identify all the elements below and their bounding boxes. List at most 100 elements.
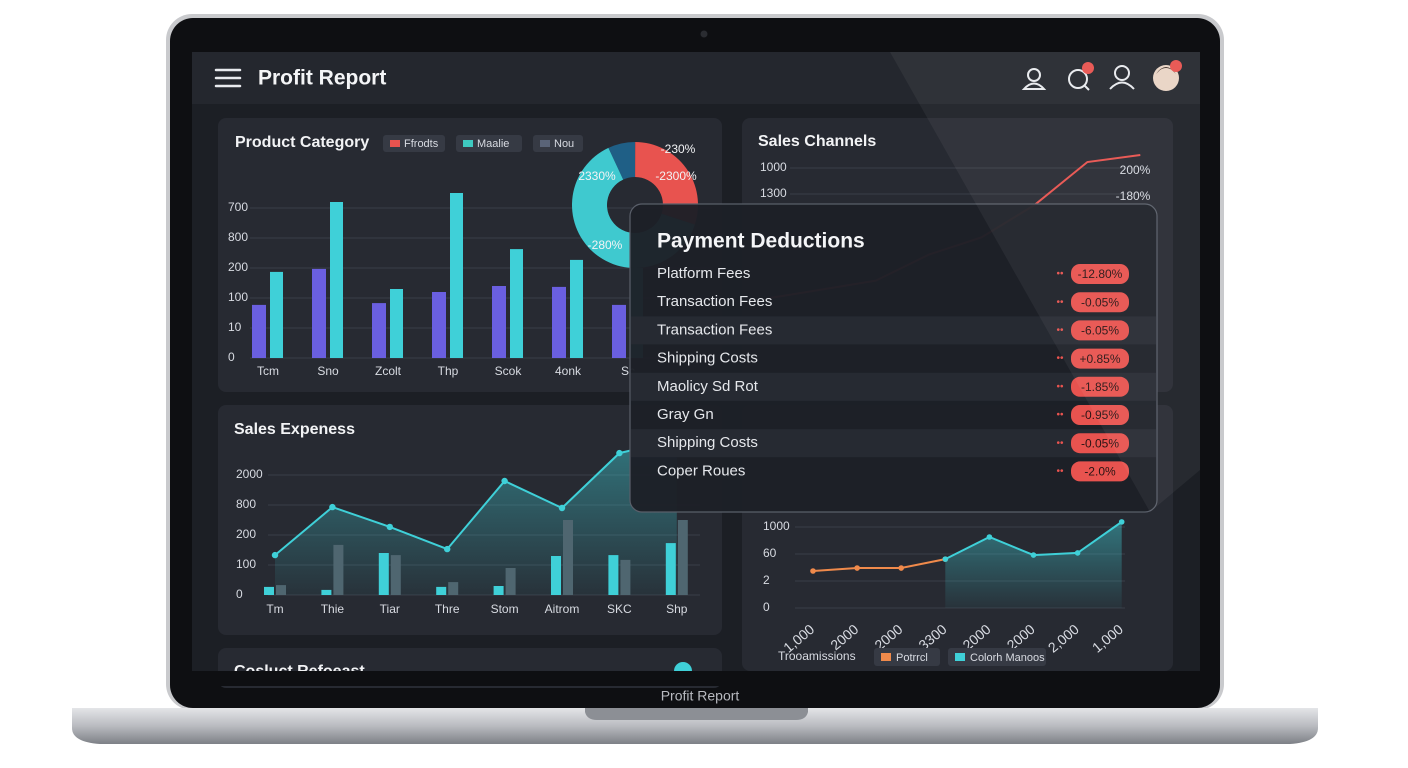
bar <box>432 292 446 358</box>
legend-title: Trooamissions <box>778 649 856 663</box>
legend-swatch <box>881 653 891 661</box>
bar <box>505 568 516 595</box>
annotation: 200% <box>1120 163 1151 177</box>
bar <box>563 520 573 595</box>
row-label: Coper Roues <box>657 462 745 479</box>
point <box>854 565 860 571</box>
point <box>329 503 336 511</box>
change-badge <box>1071 320 1129 341</box>
avatar[interactable] <box>1153 65 1179 91</box>
point <box>986 534 993 540</box>
bar <box>372 303 386 358</box>
donut-label: -280% <box>588 238 623 252</box>
row-arrow: •• <box>1056 297 1064 308</box>
change-value: -0.05% <box>1081 295 1119 309</box>
row-band <box>631 429 1156 458</box>
row-label: Shipping Costs <box>657 434 758 451</box>
x-tick-label: Stom <box>491 602 519 616</box>
donut-slice <box>608 142 636 180</box>
legend-chip <box>533 135 583 152</box>
y-tick-label: 800 <box>236 497 256 511</box>
popup-title: Payment Deductions <box>657 230 865 253</box>
row-label: Gray Gn <box>657 406 714 423</box>
point <box>616 449 623 457</box>
point <box>1074 550 1081 556</box>
menu-icon[interactable] <box>214 68 242 88</box>
screen-glare <box>890 52 1200 512</box>
y-tick-label: 0 <box>763 600 770 614</box>
row-label: Shipping Costs <box>657 350 758 367</box>
legend-label: Ffrodts <box>404 138 439 150</box>
y-tick-label: 1000 <box>760 160 787 174</box>
row-label: Platform Fees <box>657 265 750 282</box>
point <box>271 551 279 559</box>
row-arrow: •• <box>1056 466 1064 477</box>
profile-icon[interactable] <box>1109 65 1135 90</box>
laptop-notch <box>585 708 808 720</box>
legend-chip <box>456 135 522 152</box>
bar <box>551 556 561 595</box>
row-arrow: •• <box>1056 410 1064 421</box>
legend-label: Nou <box>554 138 574 150</box>
legend-swatch <box>463 140 473 147</box>
x-tick-label: Tiar <box>380 602 400 616</box>
legend-swatch <box>390 140 400 147</box>
change-badge <box>1071 433 1129 454</box>
row-arrow: •• <box>1056 269 1064 280</box>
y-tick-label: 2000 <box>236 467 263 481</box>
point <box>1030 552 1037 558</box>
bar <box>390 555 401 595</box>
chat-badge <box>1082 62 1094 74</box>
x-tick-label: Scok <box>495 364 523 378</box>
bar <box>620 559 631 595</box>
point <box>810 568 816 574</box>
y-tick-label: 1000 <box>763 519 790 533</box>
user-icon[interactable] <box>1021 68 1047 90</box>
bar <box>450 193 463 358</box>
row-band <box>631 316 1156 345</box>
legend-swatch <box>955 653 965 661</box>
popup: Payment Deductions Platform Fees •• -12.80… <box>629 203 1158 513</box>
change-value: -2.0% <box>1084 465 1116 479</box>
bar <box>570 259 583 358</box>
change-value: -0.95% <box>1081 408 1119 422</box>
panel-title: Product Category <box>235 134 369 151</box>
panel-title: Sales Channels <box>758 133 876 150</box>
bar <box>612 304 626 358</box>
point <box>1118 519 1125 525</box>
x-tick-label: Shp <box>666 602 688 616</box>
x-tick-label: Thie <box>321 602 345 616</box>
row-label: Transaction Fees <box>657 293 772 310</box>
legend-swatch <box>540 140 550 147</box>
x-tick-label: Thp <box>438 364 459 378</box>
change-badge <box>1071 292 1129 313</box>
bar <box>552 286 566 358</box>
bar <box>252 304 266 358</box>
chat-icon[interactable] <box>1068 69 1090 91</box>
row-arrow: •• <box>1056 381 1064 392</box>
change-value: -12.80% <box>1078 267 1123 281</box>
row-arrow: •• <box>1056 325 1064 336</box>
laptop-label: Profit Report <box>661 688 740 704</box>
point <box>386 523 393 531</box>
bar <box>510 249 523 358</box>
y-tick-label: 200 <box>228 260 248 274</box>
bar <box>276 585 286 595</box>
donut-label: -230% <box>661 142 696 156</box>
y-tick-label: 700 <box>228 200 248 214</box>
bar <box>378 553 389 595</box>
bar <box>264 586 274 595</box>
x-tick-label: Thre <box>435 602 460 616</box>
bar <box>492 286 506 358</box>
x-tick-label: Tcm <box>257 364 279 378</box>
bar <box>330 202 343 358</box>
legend-label: Potrrcl <box>896 652 928 664</box>
bar <box>665 543 676 595</box>
y-tick-label: 10 <box>228 320 242 334</box>
legend-label: Maalie <box>477 138 509 150</box>
y-tick-label: 0 <box>228 350 235 364</box>
change-value: -6.05% <box>1081 324 1119 338</box>
bar <box>333 544 344 595</box>
change-badge <box>1071 348 1129 369</box>
